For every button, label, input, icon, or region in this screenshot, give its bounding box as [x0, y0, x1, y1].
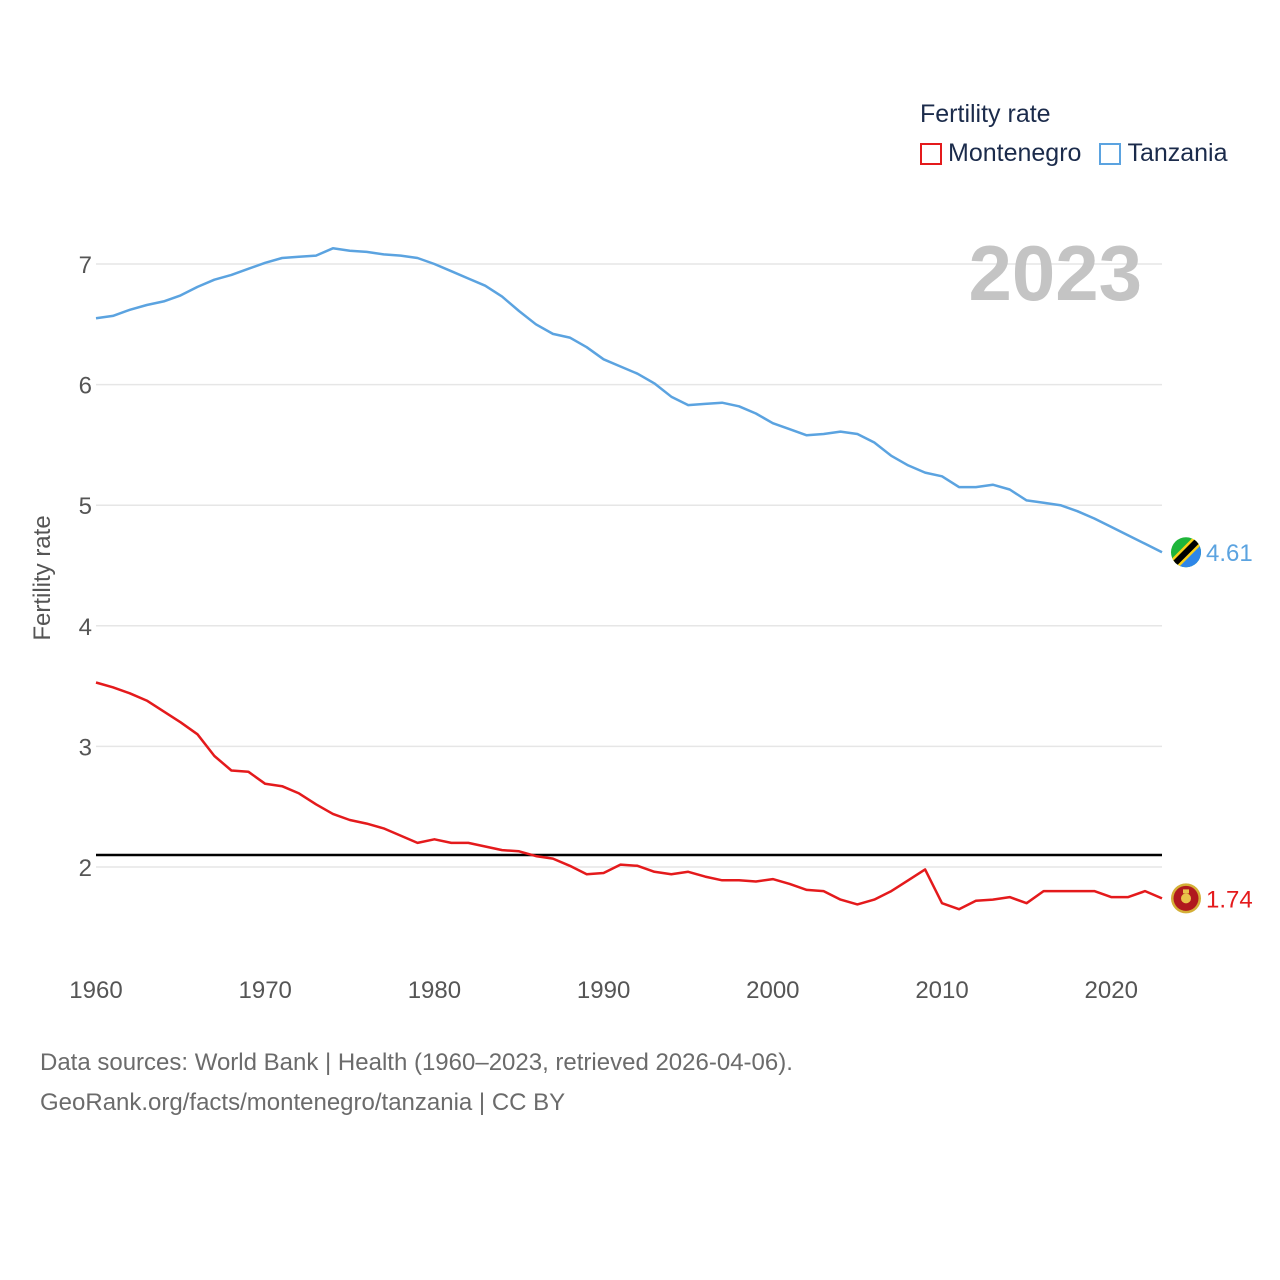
- end-label-montenegro: 1.74: [1206, 886, 1253, 913]
- end-label-tanzania: 4.61: [1206, 540, 1253, 567]
- y-axis: 2 3 4 5 6 7: [79, 252, 92, 882]
- current-year-label: 2023: [968, 229, 1142, 317]
- x-tick-label-2020: 2020: [1085, 977, 1138, 1004]
- source-note: Data sources: World Bank | Health (1960–…: [40, 1043, 793, 1123]
- legend-item-tanzania[interactable]: Tanzania: [1099, 139, 1228, 168]
- y-tick-label-7: 7: [79, 252, 92, 279]
- montenegro-flag-icon: [1171, 883, 1201, 914]
- legend: Fertility rate Montenegro Tanzania: [920, 100, 1228, 168]
- legend-swatch-montenegro: [920, 142, 942, 165]
- x-tick-label-2000: 2000: [746, 977, 799, 1004]
- source-line-1: Data sources: World Bank | Health (1960–…: [40, 1049, 793, 1076]
- legend-title: Fertility rate: [920, 100, 1051, 128]
- end-markers: 1.74 4.61: [1171, 537, 1253, 914]
- y-tick-label-2: 2: [79, 855, 92, 882]
- x-axis: 1960 1970 1980 1990 2000 2010 2020: [69, 977, 1138, 1004]
- y-tick-label-5: 5: [79, 493, 92, 520]
- y-tick-label-3: 3: [79, 734, 92, 761]
- x-tick-label-1960: 1960: [69, 977, 122, 1004]
- legend-label-montenegro: Montenegro: [948, 139, 1082, 167]
- legend-item-montenegro[interactable]: Montenegro: [920, 139, 1081, 168]
- legend-label-tanzania: Tanzania: [1127, 139, 1228, 167]
- tanzania-flag-icon: [1171, 537, 1201, 568]
- x-tick-label-1990: 1990: [577, 977, 630, 1004]
- legend-swatch-tanzania: [1099, 142, 1122, 165]
- x-tick-label-1980: 1980: [408, 977, 461, 1004]
- series-line-tanzania: [95, 247, 1163, 554]
- grid-lines: [96, 263, 1162, 868]
- y-tick-label-4: 4: [79, 614, 92, 641]
- series-line-montenegro: [95, 681, 1163, 911]
- series-lines: [95, 247, 1163, 911]
- x-tick-label-2010: 2010: [915, 977, 968, 1004]
- x-tick-label-1970: 1970: [239, 977, 292, 1004]
- y-tick-label-6: 6: [79, 373, 92, 400]
- source-line-2: GeoRank.org/facts/montenegro/tanzania | …: [40, 1089, 566, 1116]
- y-axis-title: Fertility rate: [29, 515, 56, 641]
